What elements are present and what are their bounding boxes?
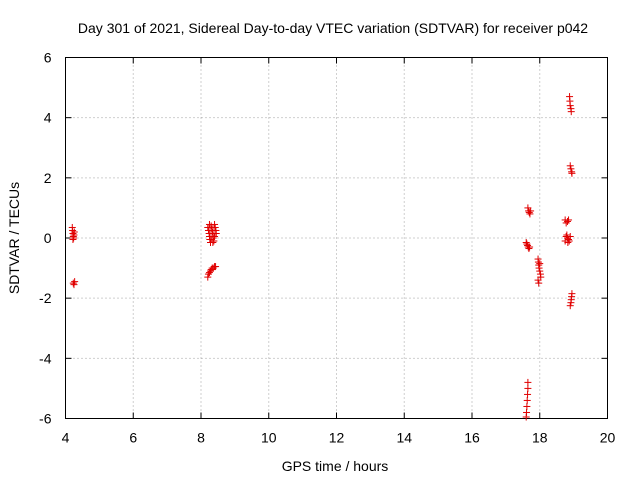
x-tick-label: 10: [261, 430, 277, 446]
data-point: [71, 278, 79, 286]
data-point: [564, 239, 572, 247]
x-axis-label: GPS time / hours: [282, 458, 389, 474]
data-points: [68, 93, 576, 421]
data-point: [208, 225, 216, 233]
chart-title: Day 301 of 2021, Sidereal Day-to-day VTE…: [78, 20, 588, 36]
data-point: [204, 226, 212, 234]
x-tick-label: 18: [532, 430, 548, 446]
data-point: [536, 260, 544, 268]
data-point: [204, 273, 212, 281]
data-point: [524, 390, 532, 398]
y-tick-label: -2: [39, 290, 52, 306]
data-point: [205, 220, 213, 228]
data-point: [204, 223, 212, 231]
y-tick-label: 4: [44, 110, 52, 126]
data-point: [69, 279, 77, 287]
data-point: [527, 207, 535, 215]
x-tick-label: 16: [464, 430, 480, 446]
y-tick-label: 2: [44, 170, 52, 186]
data-point: [536, 267, 544, 275]
data-point: [566, 102, 574, 110]
data-point: [524, 384, 532, 392]
data-point: [525, 208, 533, 216]
data-point: [565, 216, 573, 224]
data-point: [566, 162, 574, 170]
x-tick-label: 14: [396, 430, 412, 446]
y-tick-label: 0: [44, 230, 52, 246]
plot-frame: [65, 57, 608, 419]
grid-lines: [65, 57, 608, 419]
data-point: [212, 263, 220, 271]
data-point: [566, 302, 574, 310]
data-point: [209, 239, 217, 247]
data-point: [207, 236, 215, 244]
data-point: [534, 276, 542, 284]
data-point: [564, 217, 572, 225]
y-tick-label: -6: [39, 411, 52, 427]
data-point: [526, 210, 534, 218]
y-axis-label: SDTVAR / TECUs: [6, 182, 22, 294]
data-point: [567, 165, 575, 173]
data-point: [566, 232, 574, 240]
data-point: [523, 402, 531, 410]
data-point: [522, 413, 530, 421]
data-point: [212, 229, 220, 237]
data-point: [563, 231, 571, 239]
x-tick-label: 6: [129, 430, 137, 446]
data-point: [523, 396, 531, 404]
x-tick-label: 8: [197, 430, 205, 446]
data-point: [567, 108, 575, 116]
data-point: [524, 378, 532, 386]
x-tick-label: 20: [600, 430, 616, 446]
y-tick-label: 6: [44, 50, 52, 66]
data-point: [535, 279, 543, 287]
data-point: [526, 243, 534, 251]
data-point: [69, 236, 77, 244]
data-point: [211, 232, 219, 240]
data-point: [568, 169, 576, 177]
data-point: [525, 245, 533, 253]
data-point: [567, 299, 575, 307]
axis-ticks: 4 6 8 10 12 14 16 18 20 -6 -4 -2 0 2 4 6: [39, 50, 615, 446]
data-point: [70, 281, 78, 289]
data-point: [522, 239, 530, 247]
x-tick-label: 12: [329, 430, 345, 446]
x-tick-label: 4: [62, 430, 70, 446]
data-point: [205, 269, 213, 277]
y-tick-label: -4: [39, 350, 52, 366]
data-point: [211, 223, 219, 231]
data-point: [70, 228, 78, 236]
data-point: [535, 264, 543, 272]
data-point: [207, 222, 215, 230]
